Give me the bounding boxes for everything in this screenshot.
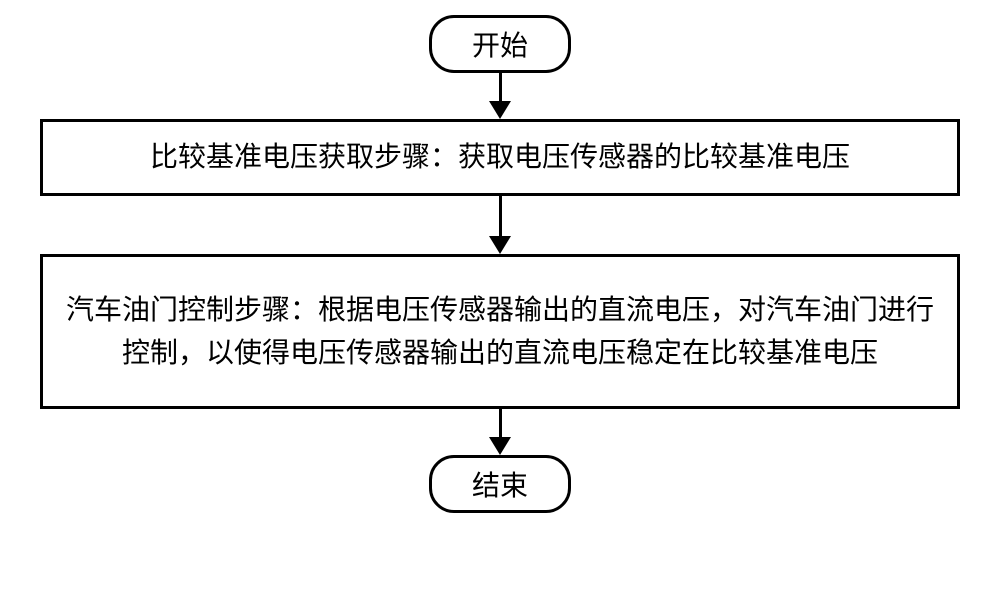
arrow-2 — [489, 196, 511, 254]
step1-label: 比较基准电压获取步骤：获取电压传感器的比较基准电压 — [150, 136, 850, 179]
step2-process: 汽车油门控制步骤：根据电压传感器输出的直流电压，对汽车油门进行控制，以使得电压传… — [40, 254, 960, 409]
arrow-line — [499, 73, 502, 101]
arrow-head — [489, 236, 511, 254]
arrow-head — [489, 101, 511, 119]
end-terminal: 结束 — [429, 455, 571, 513]
arrow-1 — [489, 73, 511, 119]
step2-label: 汽车油门控制步骤：根据电压传感器输出的直流电压，对汽车油门进行控制，以使得电压传… — [63, 289, 937, 376]
arrow-3 — [489, 409, 511, 455]
start-terminal: 开始 — [429, 15, 571, 73]
start-label: 开始 — [472, 24, 528, 64]
end-label: 结束 — [472, 464, 528, 504]
arrow-head — [489, 437, 511, 455]
arrow-line — [499, 409, 502, 437]
arrow-line — [499, 196, 502, 236]
step1-process: 比较基准电压获取步骤：获取电压传感器的比较基准电压 — [40, 119, 960, 196]
